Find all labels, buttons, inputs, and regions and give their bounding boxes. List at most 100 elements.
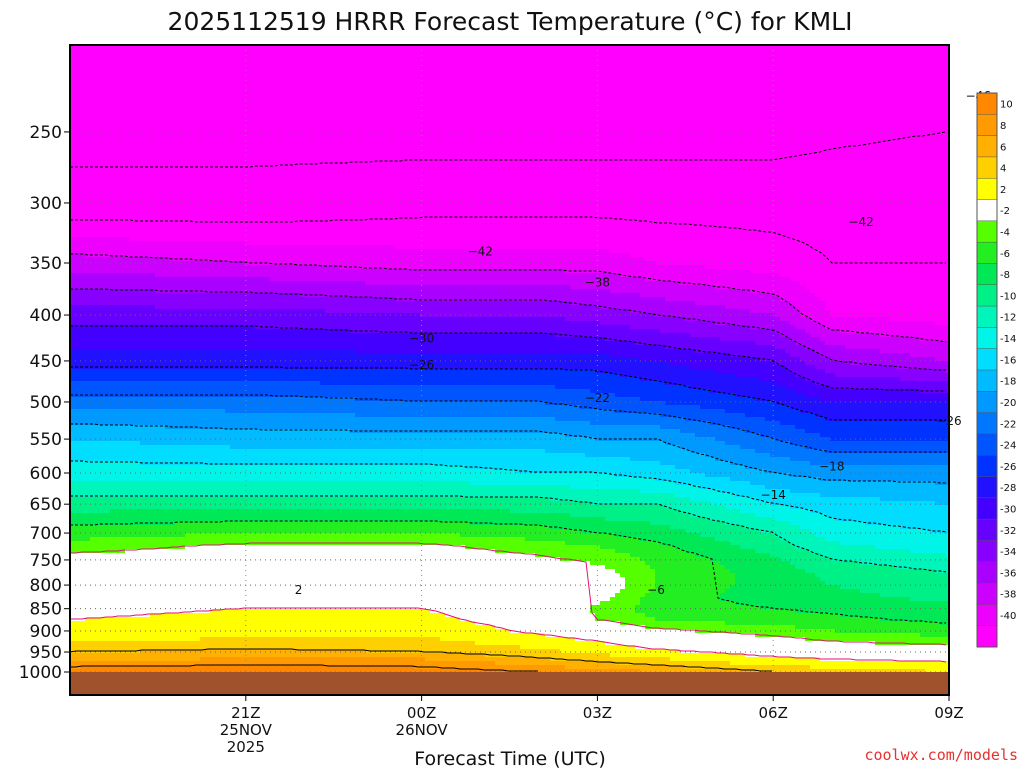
field-cell [360,97,366,102]
field-cell [700,149,706,154]
field-cell [305,133,311,138]
field-cell [230,149,236,154]
field-cell [705,69,711,74]
field-cell [195,77,201,82]
field-cell [125,149,131,154]
field-cell [505,121,511,126]
field-cell [840,77,846,82]
field-cell [265,125,271,130]
field-cell [760,61,766,66]
field-cell [100,153,106,158]
field-cell [460,73,466,78]
field-cell [505,77,511,82]
field-cell [810,121,816,126]
field-cell [135,101,141,106]
field-cell [360,113,366,118]
field-cell [675,113,681,118]
field-cell [900,101,906,106]
field-cell [70,93,76,98]
field-cell [700,113,706,118]
field-cell [800,53,806,58]
field-cell [105,153,111,158]
field-cell [625,77,631,82]
field-cell [755,61,761,66]
field-cell [450,45,456,50]
field-cell [195,85,201,90]
field-cell [520,137,526,142]
field-cell [355,137,361,142]
field-cell [910,141,916,146]
field-cell [565,77,571,82]
field-cell [775,81,781,86]
field-cell [650,97,656,102]
field-cell [355,49,361,54]
field-cell [465,73,471,78]
field-cell [890,61,896,66]
field-cell [920,61,926,66]
field-cell [70,157,76,162]
field-cell [830,153,836,158]
field-cell [895,57,901,62]
field-cell [780,133,786,138]
field-cell [405,105,411,110]
field-cell [175,53,181,58]
field-cell [235,133,241,138]
field-cell [685,49,691,54]
field-cell [380,69,386,74]
field-cell [660,129,666,134]
field-cell [730,73,736,78]
field-cell [320,61,326,66]
field-cell [485,113,491,118]
field-cell [940,125,946,130]
field-cell [700,125,706,130]
field-cell [520,65,526,70]
field-cell [565,69,571,74]
field-cell [230,105,236,110]
field-cell [350,145,356,150]
field-cell [560,93,566,98]
field-cell [105,129,111,134]
field-cell [600,73,606,78]
field-cell [500,97,506,102]
field-cell [685,69,691,74]
field-cell [390,141,396,146]
field-cell [490,97,496,102]
field-cell [775,57,781,62]
field-cell [550,141,556,146]
field-cell [405,133,411,138]
field-cell [520,53,526,58]
field-cell [685,65,691,70]
field-cell [930,149,936,154]
field-cell [525,153,531,158]
field-cell [880,145,886,150]
field-cell [495,45,501,50]
field-cell [365,97,371,102]
field-cell [340,137,346,142]
field-cell [315,113,321,118]
field-cell [295,89,301,94]
field-cell [80,117,86,122]
field-cell [70,137,76,142]
field-cell [770,117,776,122]
field-cell [825,49,831,54]
field-cell [635,89,641,94]
field-cell [650,93,656,98]
field-cell [930,45,936,50]
field-cell [870,81,876,86]
field-cell [650,45,656,50]
field-cell [780,81,786,86]
field-cell [925,85,931,90]
field-cell [190,81,196,86]
field-cell [275,105,281,110]
field-cell [385,157,391,162]
field-cell [270,141,276,146]
field-cell [355,101,361,106]
field-cell [110,129,116,134]
field-cell [690,69,696,74]
field-cell [795,49,801,54]
field-cell [715,101,721,106]
field-cell [160,93,166,98]
field-cell [705,113,711,118]
field-cell [250,141,256,146]
field-cell [305,153,311,158]
